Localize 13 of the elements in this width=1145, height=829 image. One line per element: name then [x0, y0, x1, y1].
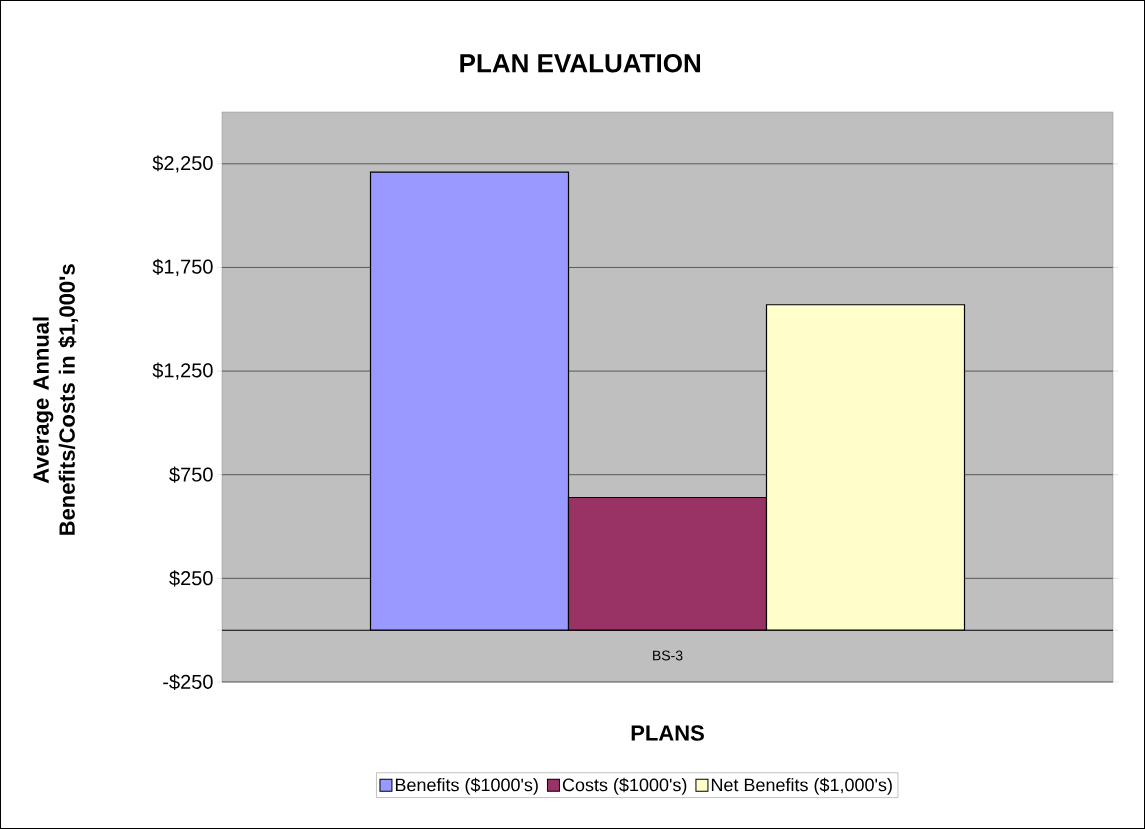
y-tick-label: -$250 [163, 673, 213, 691]
x-axis-title: PLANS [631, 725, 704, 741]
legend-label: Benefits ($1000's) [395, 777, 538, 795]
legend-label: Costs ($1000's) [562, 777, 687, 795]
y-tick-label: $2,250 [152, 155, 213, 173]
chart-title: PLAN EVALUATION [460, 54, 701, 73]
x-tick-label: BS-3 [653, 650, 683, 661]
y-tick-label: $750 [169, 466, 213, 483]
y-tick-label: $1,750 [152, 258, 213, 277]
y-tick-label: $1,250 [152, 362, 213, 380]
legend-label: Net Benefits ($1,000's) [711, 777, 892, 795]
y-tick-label: $250 [169, 570, 213, 587]
y-axis-title: Average Annual Benefits/Costs in $1,000's [32, 264, 79, 535]
